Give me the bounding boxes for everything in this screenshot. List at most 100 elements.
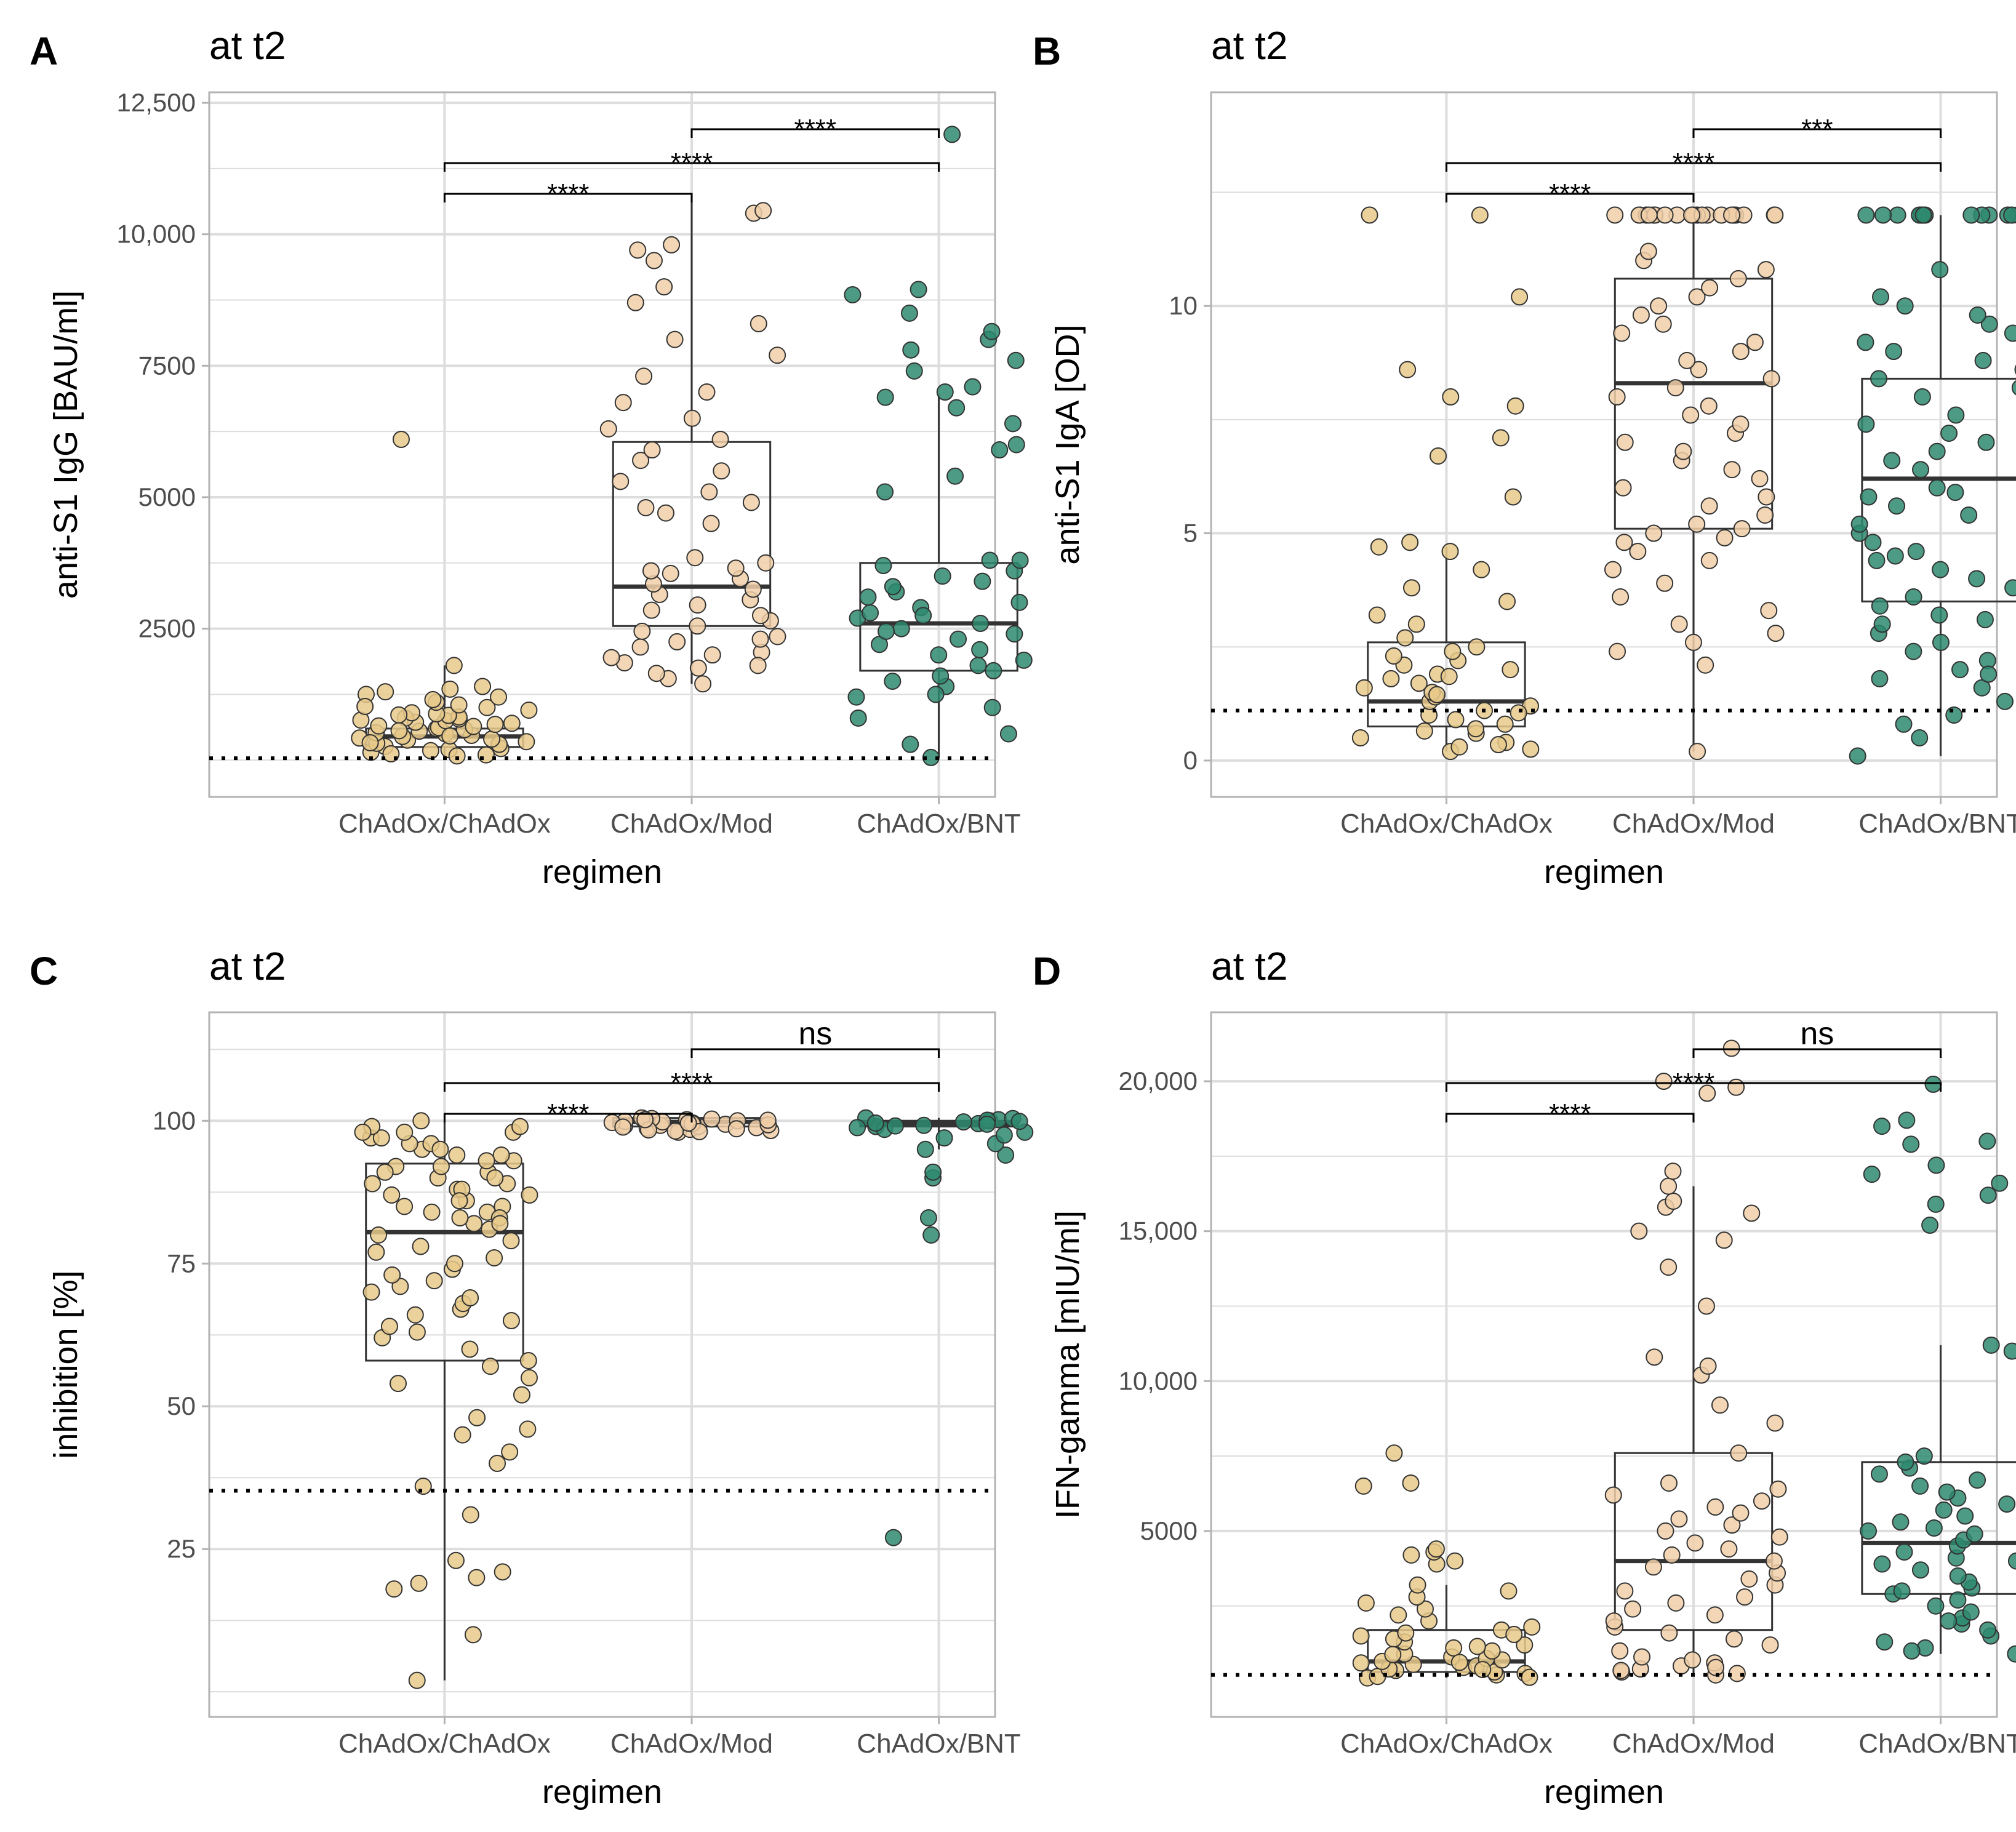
panel-border [208, 1011, 996, 1718]
points-3 [1860, 1075, 2016, 1663]
data-point [1863, 1166, 1881, 1183]
y-axis-title: anti-S1 IgA [OD] [1049, 324, 1086, 564]
bracket-line [443, 1113, 693, 1122]
data-point [1370, 538, 1388, 556]
data-point [450, 696, 468, 714]
data-point [1639, 242, 1657, 260]
data-point [1522, 740, 1540, 758]
data-point [1767, 625, 1785, 642]
data-point [1732, 415, 1750, 433]
data-point [1905, 588, 1922, 606]
data-point [698, 383, 716, 401]
data-point [502, 1312, 520, 1330]
data-point [1930, 606, 1948, 624]
data-point [1510, 704, 1527, 722]
data-point [1689, 743, 1706, 761]
y-tick-label: 100 [153, 1106, 196, 1135]
data-point [1011, 551, 1029, 569]
data-point [1396, 629, 1414, 647]
data-point [1979, 1186, 1997, 1204]
data-point [520, 702, 538, 719]
data-point [1684, 633, 1702, 651]
data-point [686, 549, 704, 567]
data-point [1969, 306, 1986, 324]
data-point [1770, 1528, 1788, 1546]
data-point [633, 622, 651, 640]
data-point [422, 742, 439, 759]
data-point [1876, 1633, 1894, 1651]
data-point [461, 1340, 479, 1358]
data-point [451, 1209, 469, 1227]
data-point [448, 1146, 466, 1164]
data-point [1871, 670, 1889, 687]
data-point [1416, 1600, 1434, 1618]
data-point [1883, 452, 1901, 470]
data-point [862, 604, 879, 622]
data-point [1849, 747, 1866, 765]
data-point [1686, 1534, 1704, 1552]
data-point [1729, 270, 1747, 287]
y-tick-label: 15,000 [1119, 1217, 1198, 1246]
data-point [983, 698, 1001, 716]
data-point [1716, 529, 1734, 546]
data-point [991, 441, 1009, 459]
data-point [1667, 1594, 1685, 1612]
comparison-bracket: **** [443, 148, 940, 178]
data-point [1632, 306, 1650, 324]
data-point [431, 1140, 449, 1158]
data-point [1947, 406, 1965, 424]
data-point [631, 638, 649, 656]
data-point [445, 657, 463, 674]
data-point [1968, 570, 1986, 588]
data-point [1656, 574, 1674, 592]
data-point [1888, 497, 1906, 515]
data-point [769, 628, 786, 646]
data-point [1928, 442, 1946, 460]
comparison-bracket: **** [1445, 178, 1695, 209]
panel-title: at t2 [1211, 23, 1288, 68]
data-point [1368, 606, 1386, 624]
data-point [1402, 1474, 1420, 1492]
data-point [1492, 429, 1510, 447]
data-point [1892, 1513, 1910, 1531]
data-point [1723, 1516, 1741, 1534]
panel-border [1210, 1011, 1998, 1718]
data-point [1895, 1543, 1913, 1561]
data-point [468, 1409, 486, 1426]
data-point [2007, 1552, 2016, 1570]
data-point [1006, 625, 1023, 643]
data-point [1429, 447, 1447, 465]
data-point [900, 304, 918, 322]
data-point [464, 1626, 482, 1644]
data-point [1857, 334, 1874, 351]
data-point [389, 1375, 407, 1393]
data-point [1468, 1638, 1486, 1655]
data-point [1504, 488, 1522, 506]
data-point [390, 722, 408, 740]
data-point [1007, 351, 1025, 369]
data-point [1946, 484, 1964, 502]
comparison-bracket: **** [1445, 1098, 1695, 1129]
data-point [1665, 1192, 1682, 1210]
bracket-line [1445, 193, 1695, 202]
data-point [1657, 1522, 1674, 1540]
data-point [1498, 593, 1516, 610]
data-point [1660, 1177, 1678, 1195]
data-point [1765, 1552, 1783, 1570]
data-point [1442, 388, 1460, 406]
data-point [946, 467, 964, 485]
data-point [1660, 1474, 1678, 1492]
data-point [612, 473, 630, 490]
points-1 [354, 1112, 538, 1689]
data-point [483, 730, 501, 748]
data-point [1893, 1582, 1911, 1600]
data-point [922, 1226, 940, 1244]
data-point [486, 1169, 504, 1187]
bracket-line [690, 1048, 940, 1058]
significance-label: **** [1549, 1098, 1591, 1129]
data-point [1352, 1627, 1370, 1645]
data-point [626, 294, 644, 311]
y-tick-label: 7500 [138, 351, 196, 380]
data-point [983, 322, 1001, 340]
